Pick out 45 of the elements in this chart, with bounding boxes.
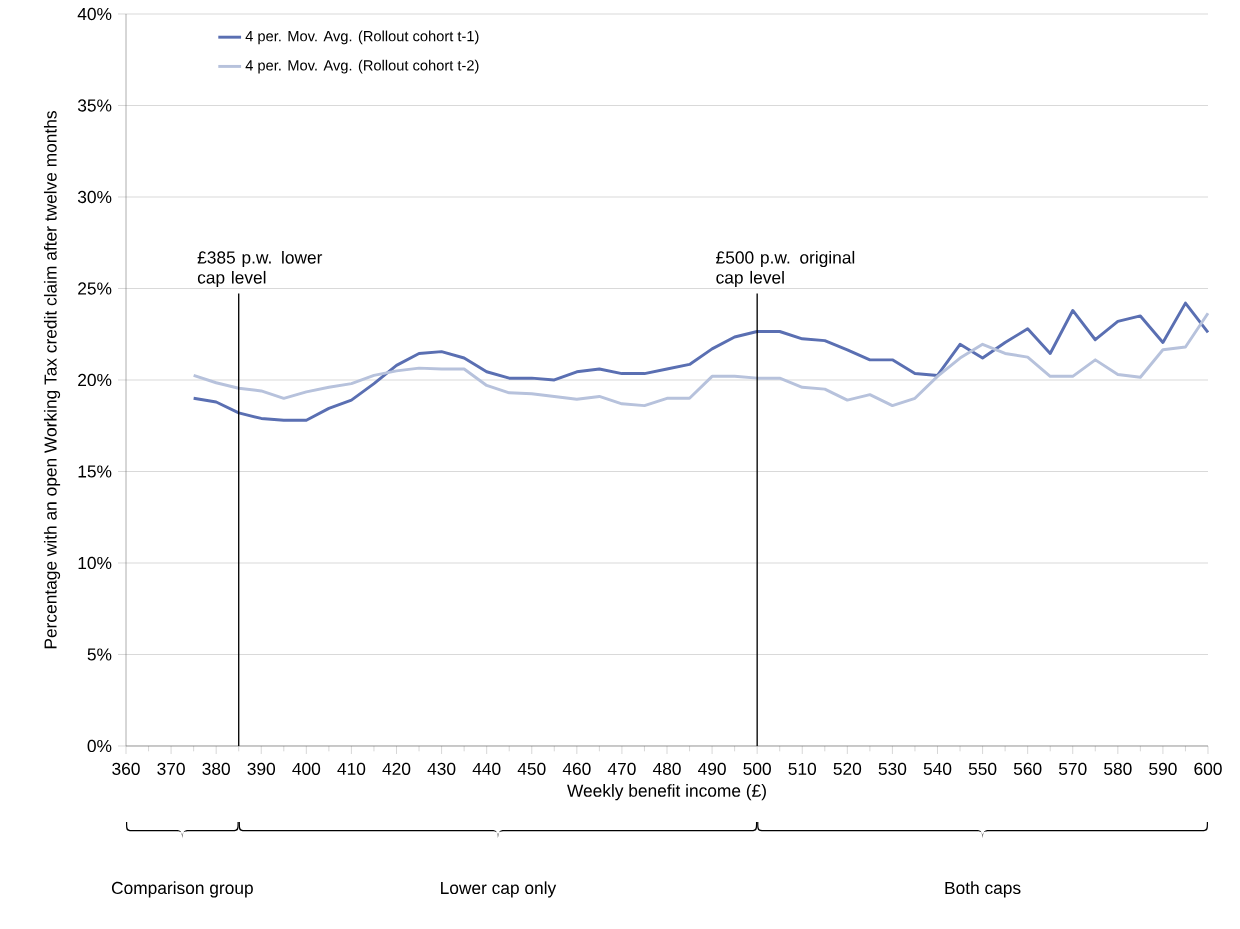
x-axis-title: Weekly benefit income (£) xyxy=(567,784,766,801)
x-tick-label: 450 xyxy=(517,762,546,775)
ref-line-label: £500 p.w. original cap level xyxy=(716,250,855,288)
y-tick-label: 5% xyxy=(87,648,112,661)
y-tick-label: 20% xyxy=(78,373,112,387)
x-tick-label: 390 xyxy=(247,762,276,775)
x-tick-label: 380 xyxy=(202,762,230,775)
x-tick-label: 360 xyxy=(112,762,140,775)
y-tick-label: 10% xyxy=(78,556,112,570)
text: Lower cap only xyxy=(441,881,557,898)
x-tick-label: 430 xyxy=(427,762,456,775)
x-tick-label: 490 xyxy=(698,762,726,775)
x-tick-label: 460 xyxy=(562,762,591,775)
x-tick-label: 440 xyxy=(472,762,501,775)
y-tick-label: 30% xyxy=(77,190,112,204)
y-tick-label: 35% xyxy=(77,99,112,112)
x-tick-label: 550 xyxy=(968,762,997,775)
x-tick-label: 400 xyxy=(292,762,321,775)
legend-label: 4 per. Mov. Avg. (Rollout cohort t-2) xyxy=(245,59,479,74)
line-series xyxy=(192,301,1210,422)
x-tick-label: 560 xyxy=(1013,762,1042,775)
x-tick-label: 510 xyxy=(788,762,817,775)
x-tick-label: 480 xyxy=(652,762,681,775)
x-tick-label: 590 xyxy=(1149,762,1177,775)
line-series xyxy=(192,311,1210,408)
legend-label: 4 per. Mov. Avg. (Rollout cohort t-1) xyxy=(245,30,479,45)
x-tick-label: 470 xyxy=(607,762,636,775)
x-tick-label: 500 xyxy=(743,762,771,775)
x-tick-label: 420 xyxy=(382,762,411,775)
y-tick-label: 0% xyxy=(87,739,112,753)
x-tick-label: 540 xyxy=(923,762,952,775)
x-tick-label: 580 xyxy=(1104,762,1132,775)
x-tick-label: 370 xyxy=(157,762,185,775)
text: Comparison group xyxy=(111,881,253,898)
text: Both caps xyxy=(945,881,1021,898)
y-axis-title: Percentage with an open Working Tax credit claim after twelve months xyxy=(43,111,61,649)
x-tick-label: 530 xyxy=(878,762,907,775)
x-tick-label: 570 xyxy=(1058,762,1087,775)
y-tick-label: 40% xyxy=(77,7,112,21)
ref-line-label: £385 p.w. lower cap level xyxy=(197,250,323,288)
x-tick-label: 600 xyxy=(1194,762,1222,775)
y-tick-label: 25% xyxy=(78,282,112,295)
x-tick-label: 410 xyxy=(337,762,366,775)
x-tick-label: 520 xyxy=(833,762,862,775)
y-tick-label: 15% xyxy=(78,465,112,478)
